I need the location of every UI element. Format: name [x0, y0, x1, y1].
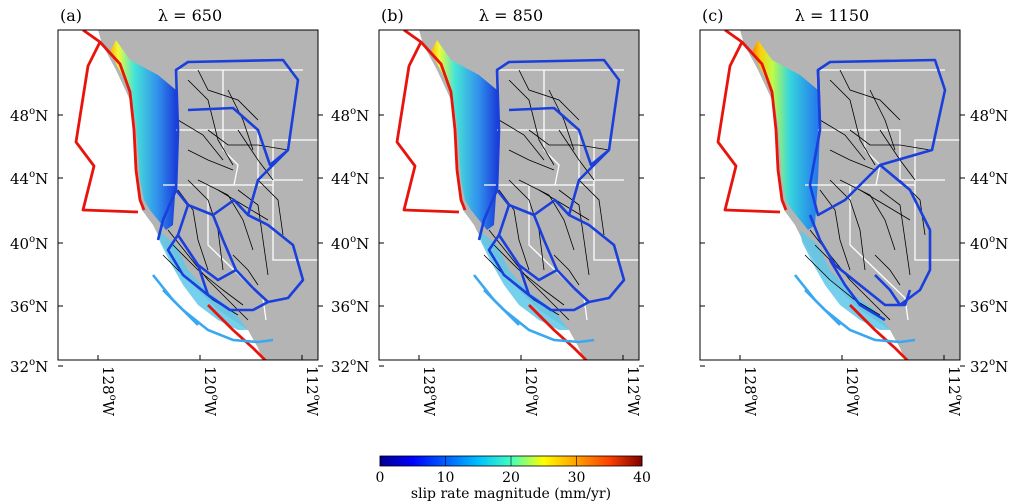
lon-tick-label: 128oW	[420, 366, 439, 417]
panel-lambda-title: λ = 1150	[795, 6, 869, 25]
lat-tick-label: 36oN	[331, 297, 369, 316]
lat-tick-label: 44oN	[331, 169, 369, 188]
lat-tick-label: 36oN	[970, 297, 1008, 316]
fault-lines	[483, 69, 610, 321]
lon-tick-label: 128oW	[99, 366, 118, 417]
lat-tick-label: 36oN	[10, 297, 48, 316]
lat-tick-label: 40oN	[970, 234, 1008, 253]
map-frame	[378, 29, 640, 361]
lon-tick-label: 120oW	[522, 366, 541, 417]
lon-tick-label: 112oW	[303, 366, 322, 417]
lon-tick-label: 128oW	[741, 366, 760, 417]
map-panel-3: (c) λ = 1150 48oN 44oN 40oN 36oN 32oN 128oW 120o…	[699, 6, 1008, 417]
lat-tick-label: 48oN	[331, 106, 369, 125]
panel-letter: (a)	[60, 6, 82, 25]
lon-tick-label: 120oW	[201, 366, 220, 417]
vancouver-island	[795, 50, 818, 70]
southern-block-boundaries	[472, 274, 595, 344]
plate-boundary	[395, 30, 588, 360]
southern-block-boundaries	[793, 274, 916, 344]
lat-tick-label: 48oN	[10, 106, 48, 125]
plate-boundary	[74, 30, 267, 360]
vancouver-island	[153, 50, 176, 70]
lat-tick-label: 32oN	[331, 357, 369, 376]
plate-boundary	[716, 30, 909, 360]
slip-rate-field-south	[479, 230, 569, 330]
map-panel-2: (b) λ = 850 48oN 44oN 40oN 36oN 32oN 128oW 120oW…	[331, 6, 644, 417]
slip-rate-field-south	[800, 230, 890, 330]
lat-tick-label: 44oN	[10, 169, 48, 188]
panel-lambda-title: λ = 850	[479, 6, 543, 25]
colorbar-tick-label: 0	[376, 470, 385, 486]
map-panel-1: (a) λ = 650 48oN 44oN 40oN 36oN 32oN 128oW 120oW…	[10, 6, 323, 417]
block-boundaries	[808, 58, 947, 322]
colorbar-tick-label: 30	[568, 470, 586, 486]
colorbar-tick-label: 10	[437, 470, 455, 486]
block-boundaries	[477, 58, 626, 312]
lat-tick-label: 32oN	[970, 357, 1008, 376]
panel-letter: (b)	[381, 6, 404, 25]
panel-letter: (c)	[702, 6, 723, 25]
colorbar-tick-label: 20	[502, 470, 520, 486]
lon-tick-label: 112oW	[624, 366, 643, 417]
vancouver-island	[474, 50, 497, 70]
colorbar-tick-label: 40	[633, 470, 651, 486]
lat-tick-label: 44oN	[970, 169, 1008, 188]
lat-tick-label: 40oN	[331, 234, 369, 253]
block-boundaries	[156, 58, 305, 312]
panel-lambda-title: λ = 650	[158, 6, 222, 25]
state-borders	[484, 69, 639, 321]
lon-tick-label: 112oW	[945, 366, 964, 417]
map-frame	[699, 29, 961, 361]
lon-tick-label: 120oW	[843, 366, 862, 417]
southern-block-boundaries	[151, 274, 274, 344]
colorbar-label: slip rate magnitude (mm/yr)	[411, 486, 611, 502]
lat-tick-label: 48oN	[970, 106, 1008, 125]
lat-tick-label: 40oN	[10, 234, 48, 253]
slip-rate-field-south	[158, 230, 248, 330]
colorbar: 0 10 20 30 40 slip rate magnitude (mm/yr)	[376, 455, 651, 502]
map-frame	[57, 29, 319, 361]
lat-tick-label: 32oN	[10, 357, 48, 376]
